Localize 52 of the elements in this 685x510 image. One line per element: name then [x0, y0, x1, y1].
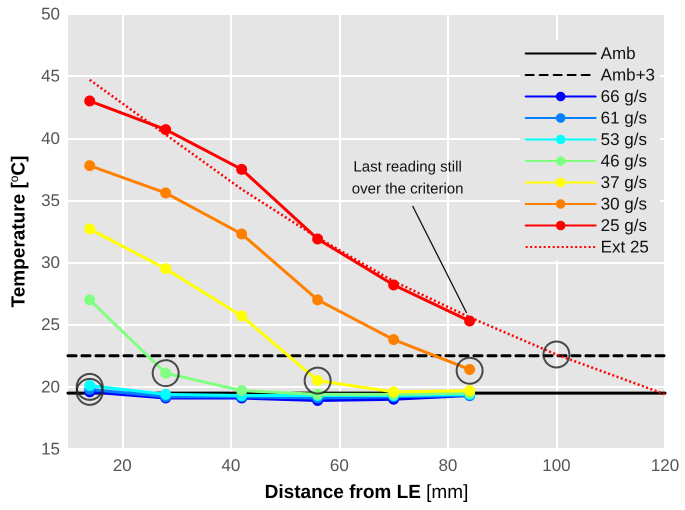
- y-tick-label: 20: [41, 377, 60, 396]
- annotation: Last reading still over the criterion: [352, 158, 464, 198]
- x-tick-label: 60: [330, 456, 349, 475]
- point: [84, 96, 96, 106]
- point: [160, 263, 172, 274]
- y-tick-label: 45: [41, 66, 60, 86]
- point: [236, 164, 248, 175]
- point: [236, 385, 248, 396]
- point: [160, 388, 172, 400]
- point: [456, 356, 484, 385]
- legend-label: 61 g/s: [600, 108, 647, 128]
- x-tick-label: 100: [542, 456, 571, 475]
- y-tick-label: 25: [41, 315, 60, 334]
- point: [76, 378, 104, 406]
- y-tick-label: 35: [41, 190, 60, 210]
- point: [152, 359, 180, 388]
- point: [304, 366, 332, 395]
- x-tick-label: 40: [221, 456, 240, 475]
- point: [160, 187, 172, 198]
- point: [236, 228, 248, 240]
- x-axis-title: Distance from LE [mm]: [264, 482, 468, 503]
- legend-label: 46 g/s: [600, 152, 647, 170]
- point: [236, 310, 248, 322]
- point: [76, 372, 104, 401]
- x-tick-label: 20: [112, 456, 132, 475]
- y-tick-label: 15: [41, 440, 60, 458]
- legend-label: Ext 25: [600, 238, 649, 256]
- legend-label: 37 g/s: [600, 173, 647, 192]
- point: [160, 124, 172, 136]
- legend-label: Amb: [600, 44, 636, 63]
- point: [464, 385, 476, 396]
- point: [388, 334, 400, 346]
- y-tick-label: 30: [41, 253, 60, 272]
- point: [312, 294, 324, 306]
- point: [84, 224, 96, 235]
- point: [388, 386, 400, 398]
- legend-label: 53 g/s: [600, 130, 647, 149]
- y-tick-label: 50: [41, 4, 60, 24]
- point: [84, 294, 96, 306]
- point: [388, 279, 400, 290]
- point: [542, 340, 570, 369]
- legend-label: 66 g/s: [600, 87, 647, 106]
- legend-label: 30 g/s: [600, 194, 647, 214]
- point: [312, 233, 324, 244]
- point: [84, 160, 96, 172]
- point: [464, 315, 476, 326]
- x-tick-label: 80: [438, 456, 458, 475]
- legend-label: 25 g/s: [600, 216, 647, 235]
- legend-label: Amb+3: [600, 66, 656, 84]
- x-tick-label: 120: [650, 456, 680, 475]
- y-axis-title: Temperature [oC]: [7, 155, 30, 308]
- y-tick-label: 40: [41, 128, 60, 148]
